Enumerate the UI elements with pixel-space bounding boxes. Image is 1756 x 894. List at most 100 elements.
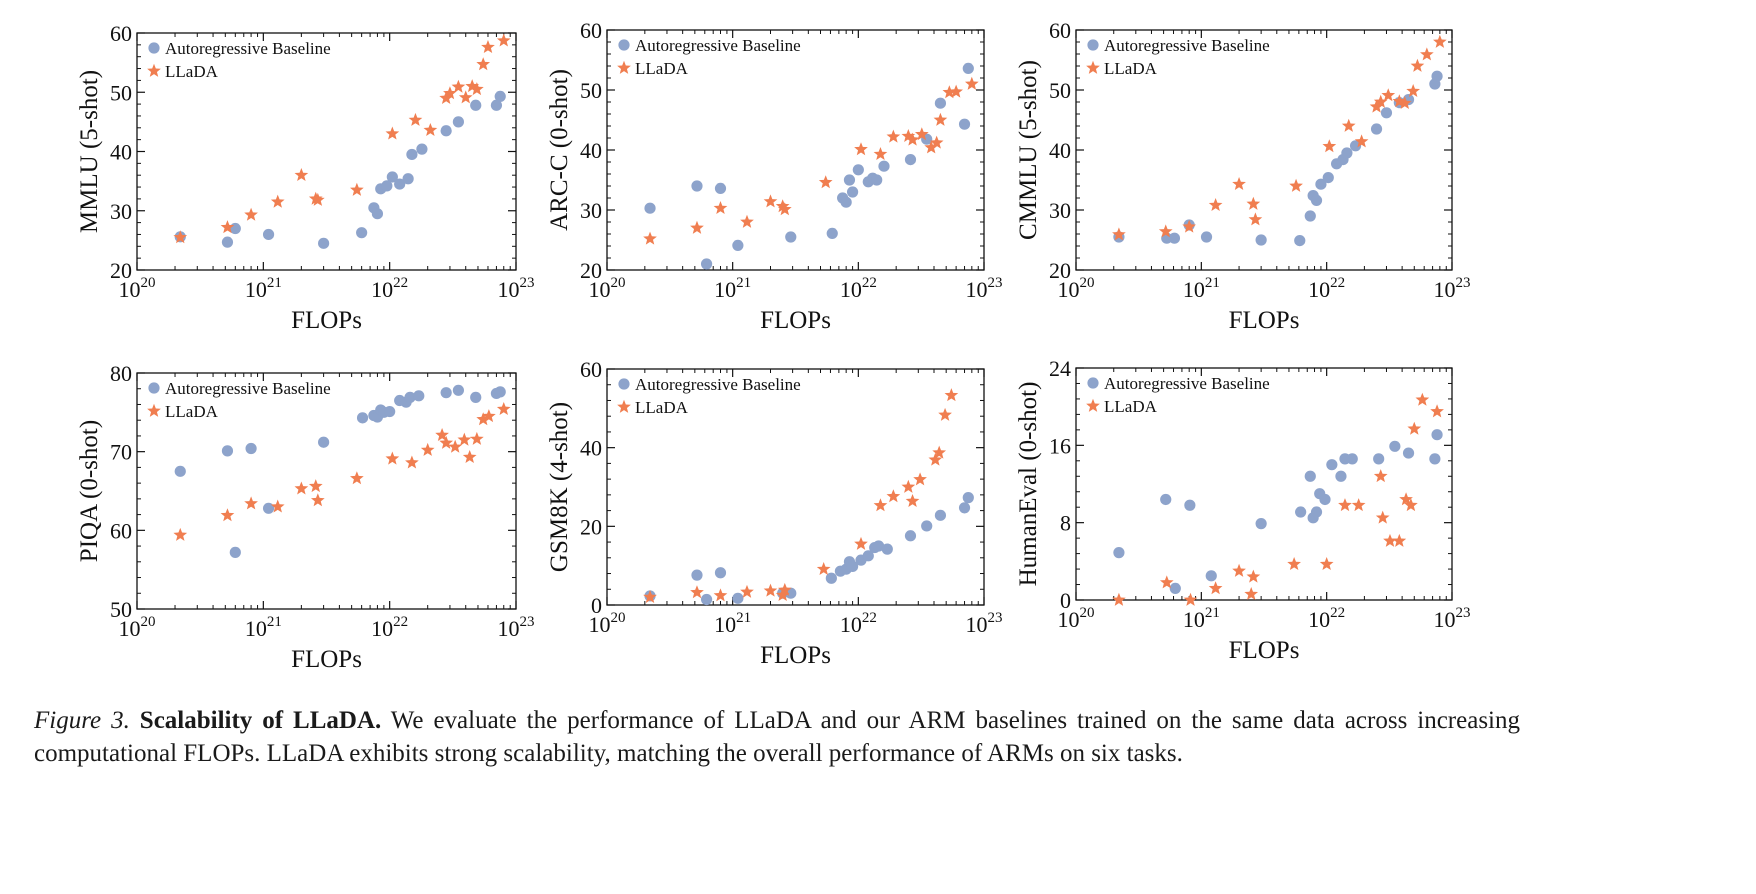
- chart-panel-4: 1020 1021 1022 1023 50 60 70 80 FLOPs PIQA (0-sho…: [76, 361, 535, 673]
- llada-point: [713, 201, 728, 215]
- legend-llada-label: LLaDA: [165, 62, 219, 81]
- autoregressive-point: [452, 384, 465, 396]
- figure-number: Figure 3.: [34, 707, 130, 734]
- plot-frame: [606, 368, 985, 606]
- autoregressive-point: [1402, 447, 1415, 459]
- legend-llada-label: LLaDA: [1104, 397, 1158, 416]
- llada-point: [1248, 212, 1263, 226]
- autoregressive-point: [1205, 570, 1217, 582]
- llada-point: [901, 479, 916, 493]
- autoregressive-point: [356, 412, 369, 424]
- x-axis-label: FLOPs: [1229, 307, 1300, 334]
- llada-point: [1351, 498, 1366, 512]
- autoregressive-point: [1168, 232, 1181, 244]
- autoregressive-point: [1431, 70, 1443, 82]
- legend-llada-label: LLaDA: [635, 398, 689, 417]
- autoregressive-point: [394, 178, 406, 190]
- x-tick-label: 1020: [589, 610, 626, 637]
- llada-point: [1404, 498, 1418, 512]
- autoregressive-point: [644, 202, 656, 214]
- y-tick-label: 30: [1049, 198, 1071, 223]
- llada-point: [901, 129, 916, 143]
- y-tick-label: 0: [1060, 588, 1071, 613]
- llada-point: [1433, 34, 1447, 48]
- chart-panel-6: 1020 1021 1022 1023 0 8 16 24 FLOPs HumanEval (0-…: [1015, 356, 1471, 664]
- x-tick-label: 1022: [371, 275, 408, 302]
- autoregressive-point: [1346, 453, 1358, 465]
- x-axis-label: FLOPs: [760, 642, 831, 669]
- autoregressive-point: [700, 258, 713, 270]
- y-tick-label: 30: [580, 198, 602, 223]
- autoregressive-point: [785, 231, 797, 243]
- autoregressive-point: [732, 239, 744, 251]
- llada-point: [1420, 47, 1434, 61]
- llada-point: [914, 127, 929, 141]
- llada-point: [423, 122, 438, 136]
- scalability-figure: 1020 1021 1022 1023 20 30 40 50 60 FLOPs MMLU (5-s…: [76, 18, 1471, 673]
- autoregressive-point: [700, 593, 713, 606]
- autoregressive-point: [691, 569, 703, 581]
- llada-point: [1341, 118, 1356, 132]
- x-tick-label: 1021: [245, 614, 282, 641]
- llada-point: [643, 231, 657, 245]
- autoregressive-point: [406, 148, 418, 161]
- legend-autoregressive-label: Autoregressive Baseline: [165, 39, 331, 58]
- llada-point: [1338, 498, 1352, 512]
- x-tick-label: 1023: [966, 275, 1003, 302]
- autoregressive-point: [881, 543, 893, 555]
- llada-point: [1373, 94, 1388, 108]
- y-tick-label: 16: [1049, 433, 1071, 458]
- llada-point: [690, 220, 704, 234]
- llada-series: [173, 401, 511, 541]
- llada-point: [1369, 99, 1384, 113]
- llada-point: [1392, 533, 1407, 547]
- autoregressive-point: [1294, 235, 1306, 247]
- llada-point: [420, 442, 435, 456]
- x-tick-label: 1020: [1058, 275, 1095, 302]
- legend-llada-marker: [1086, 398, 1100, 412]
- llada-point: [220, 220, 235, 234]
- y-axis-label: HumanEval (0-shot): [1015, 382, 1042, 587]
- llada-point: [310, 192, 325, 206]
- llada-point: [1373, 469, 1388, 483]
- autoregressive-point: [245, 442, 257, 455]
- autoregressive-point: [871, 174, 883, 186]
- x-tick-label: 1021: [245, 275, 282, 302]
- llada-point: [643, 589, 657, 603]
- llada-point: [408, 112, 423, 126]
- llada-point: [244, 496, 258, 510]
- llada-point: [1112, 227, 1126, 241]
- y-tick-label: 60: [110, 518, 132, 543]
- y-axis-label: MMLU (5-shot): [76, 70, 103, 233]
- llada-point: [496, 401, 511, 416]
- llada-point: [905, 493, 920, 507]
- llada-point: [1112, 592, 1126, 606]
- llada-point: [405, 455, 419, 469]
- y-tick-label: 40: [580, 436, 602, 461]
- legend-llada-label: LLaDA: [635, 59, 689, 78]
- legend-autoregressive-marker: [148, 42, 160, 54]
- autoregressive-point: [494, 90, 506, 102]
- autoregressive-point: [691, 180, 703, 192]
- autoregressive-point: [318, 436, 330, 448]
- llada-point: [458, 90, 473, 104]
- autoregressive-point: [371, 208, 384, 220]
- autoregressive-point: [714, 567, 727, 579]
- llada-point: [1244, 587, 1259, 601]
- x-tick-label: 1022: [840, 610, 877, 637]
- figure-title: Scalability of LLaDA.: [139, 707, 382, 734]
- legend-llada-label: LLaDA: [165, 402, 219, 421]
- y-tick-label: 50: [580, 78, 602, 103]
- x-axis-label: FLOPs: [291, 646, 362, 673]
- llada-series: [173, 33, 511, 244]
- autoregressive-point: [1389, 440, 1401, 452]
- llada-point: [439, 435, 454, 449]
- y-tick-label: 60: [580, 18, 602, 43]
- y-tick-label: 0: [591, 593, 602, 618]
- plot-frame: [1075, 367, 1453, 601]
- llada-point: [775, 199, 790, 213]
- y-tick-label: 40: [110, 140, 132, 165]
- y-tick-label: 60: [580, 357, 602, 382]
- autoregressive-point: [862, 550, 874, 562]
- autoregressive-series: [174, 384, 506, 558]
